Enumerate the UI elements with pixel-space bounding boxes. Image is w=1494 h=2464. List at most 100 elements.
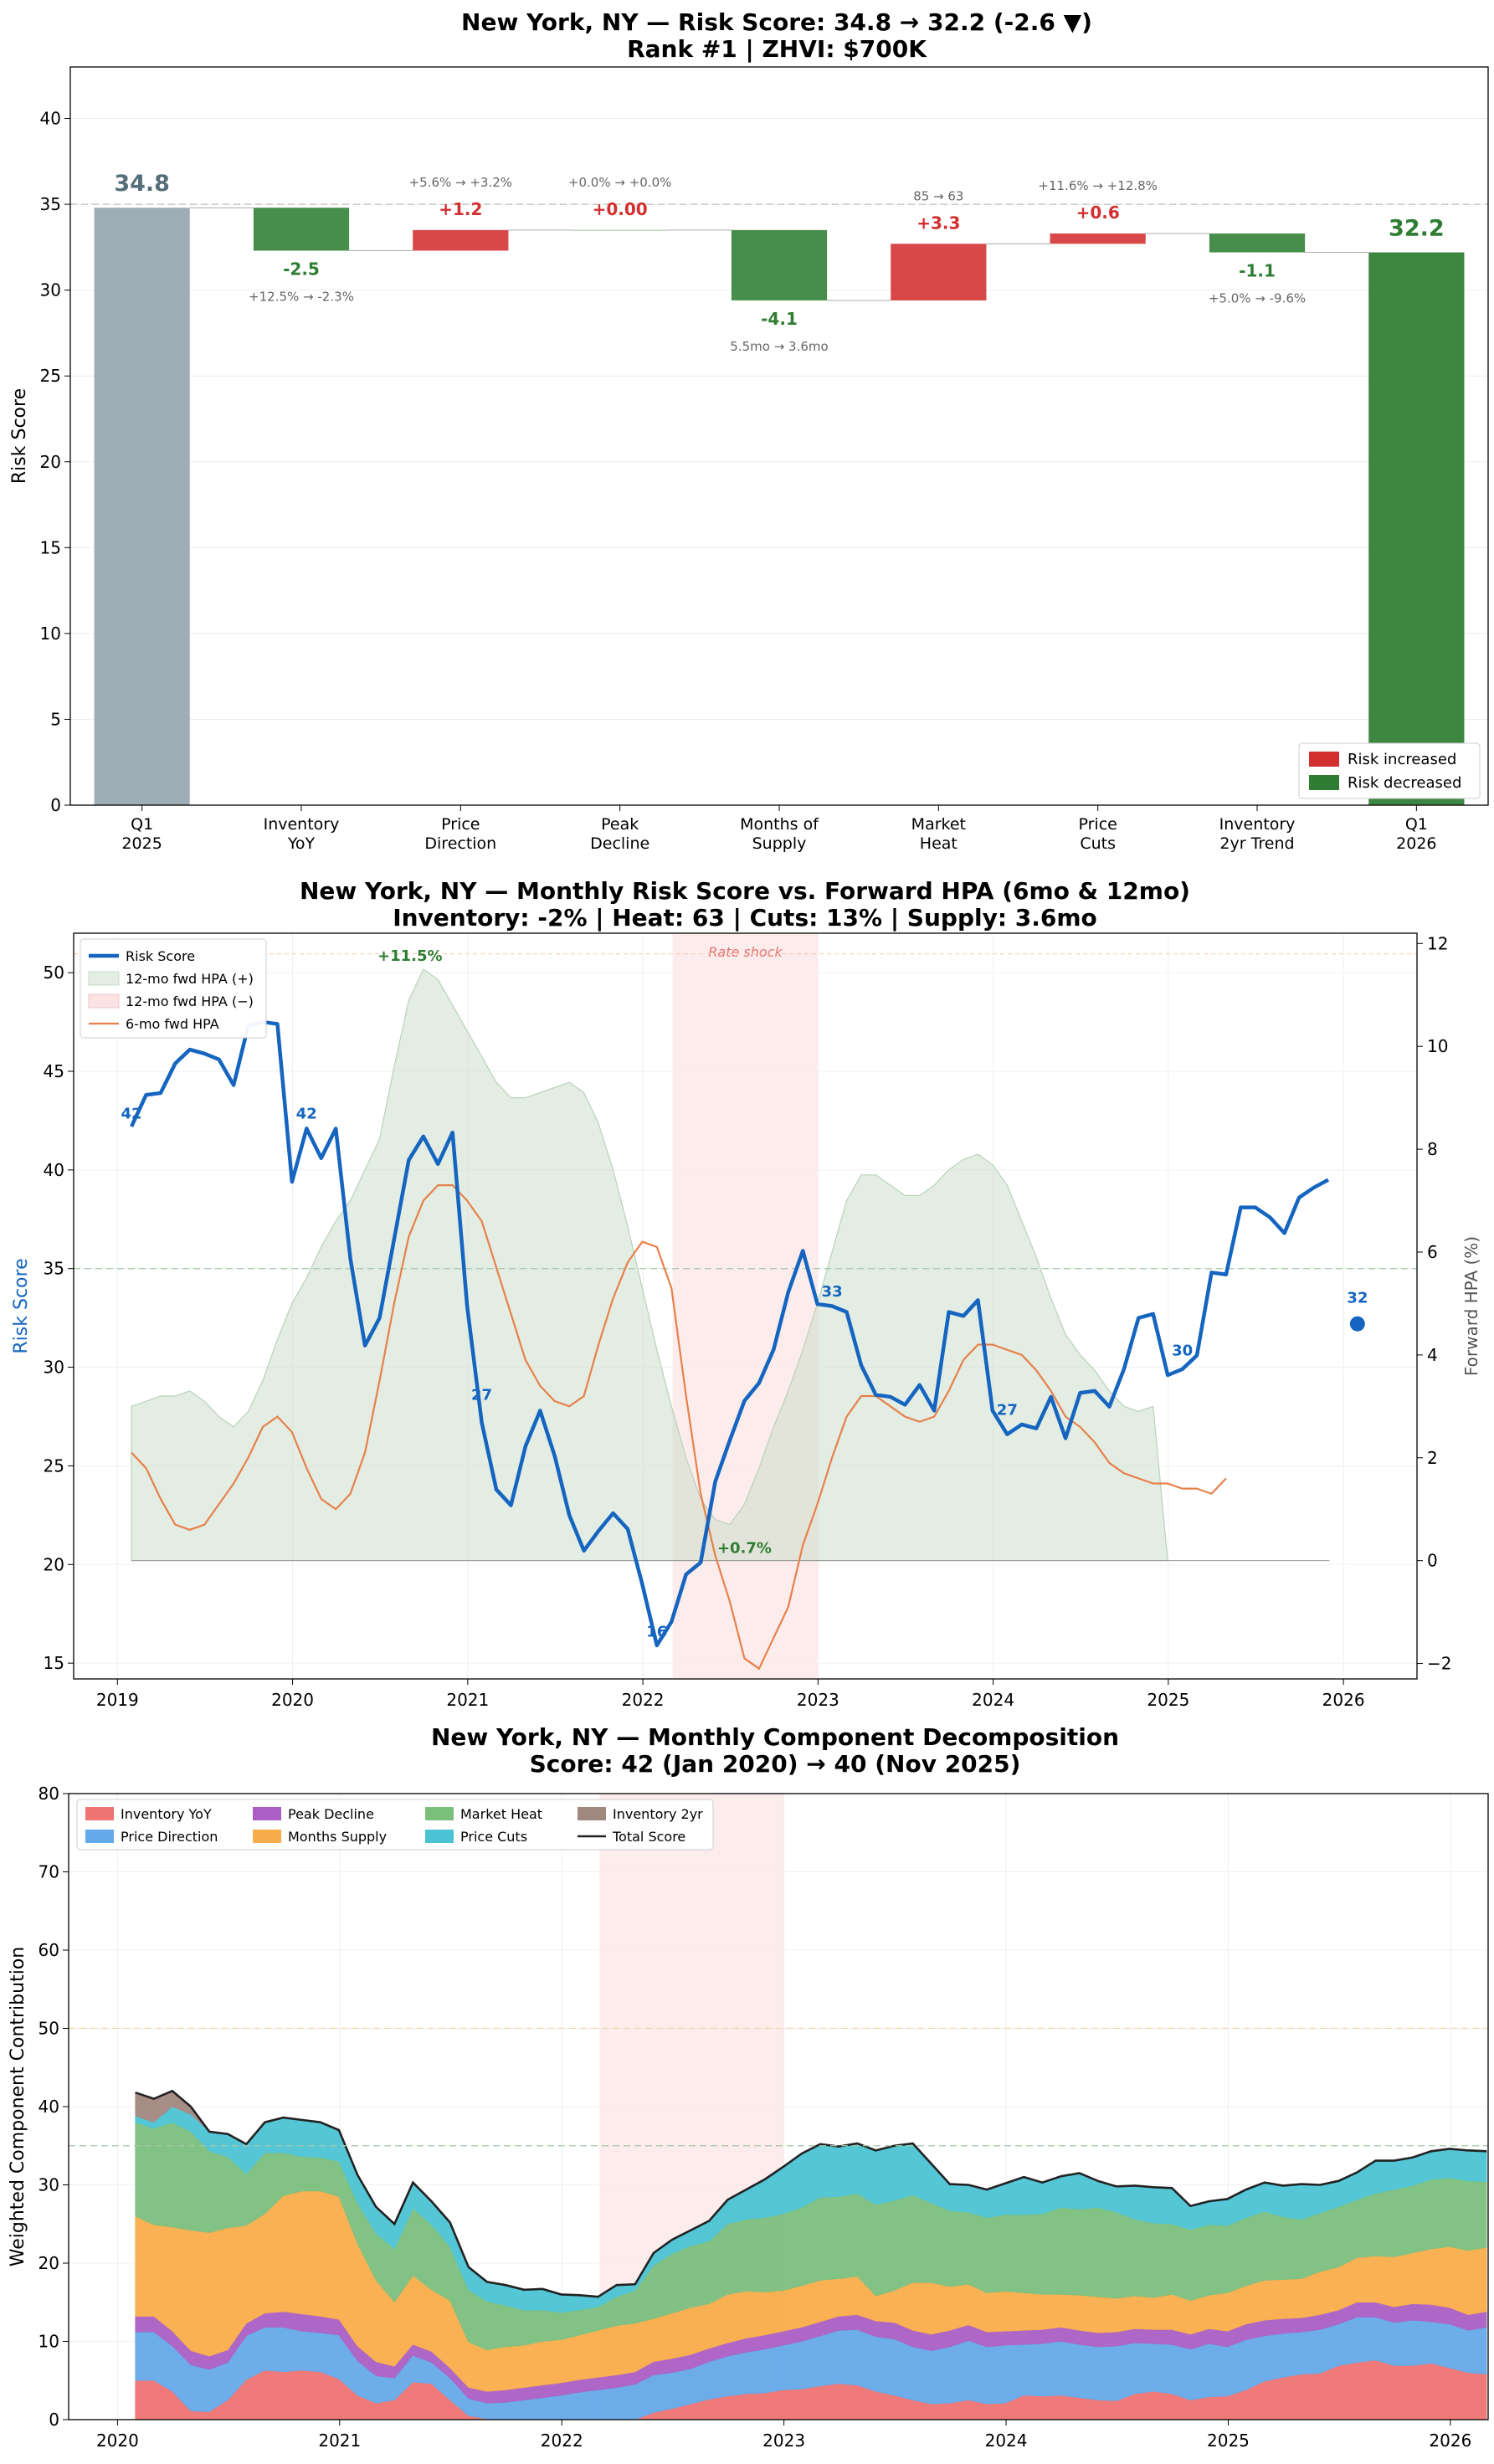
bar-end-label: 32.2: [1389, 216, 1445, 242]
chart-title-line2: Inventory: -2% | Heat: 63 | Cuts: 13% | …: [393, 904, 1097, 932]
y-tick-label: 15: [44, 1653, 64, 1673]
x-tick-label: Price: [1078, 815, 1117, 834]
annotation-label: 42: [296, 1106, 317, 1123]
y-tick-label: 40: [44, 1160, 64, 1180]
bar-start-label: 34.8: [114, 171, 170, 197]
y-tick-label: 30: [44, 1358, 64, 1378]
legend-swatch: [1309, 775, 1339, 790]
legend-label: Inventory 2yr: [613, 1806, 703, 1822]
bar-step-note: +12.5% → -2.3%: [249, 289, 354, 304]
x-tick-label: 2025: [1207, 2431, 1250, 2451]
legend-label: Price Direction: [121, 1829, 218, 1845]
x-tick-label: Peak: [601, 815, 639, 834]
x-tick-label: Inventory: [264, 815, 340, 834]
annotation-label: 27: [997, 1401, 1018, 1419]
bar-step-note: +5.6% → +3.2%: [409, 175, 512, 190]
axes-frame: [73, 932, 1418, 1680]
bar-step: [891, 244, 987, 300]
y-tick-label: 20: [44, 1554, 64, 1574]
bar-step-label: +1.2: [439, 199, 482, 219]
bar-step-note: +5.0% → -9.6%: [1209, 291, 1306, 306]
legend-swatch: [85, 1830, 114, 1843]
x-tick-label: 2025: [1147, 1690, 1189, 1710]
legend-label: Price Cuts: [460, 1829, 527, 1845]
x-tick-label: Months of: [740, 815, 819, 834]
legend-label: 12-mo fwd HPA (+): [126, 971, 254, 987]
chart-title-line2: Score: 42 (Jan 2020) → 40 (Nov 2025): [530, 1750, 1021, 1778]
x-tick-label: Price: [441, 815, 480, 834]
y-tick-label: 0: [50, 795, 61, 815]
annotation-label: 42: [121, 1106, 142, 1123]
x-tick-label: Decline: [590, 834, 649, 853]
chart-title-line1: New York, NY — Monthly Risk Score vs. Fo…: [300, 877, 1190, 905]
hpa6-line: [131, 1183, 1227, 1671]
x-tick-label: Cuts: [1080, 834, 1116, 853]
legend-label: Total Score: [612, 1829, 685, 1845]
legend-label: Inventory YoY: [121, 1806, 212, 1822]
risk-score-line: [130, 1019, 1330, 1648]
y-tick-label: 80: [39, 1784, 59, 1804]
total-score-line: [135, 2089, 1487, 2298]
y2-tick-label: −2: [1427, 1654, 1451, 1674]
bar-step-note: +0.0% → +0.0%: [568, 175, 671, 190]
bar-start: [94, 208, 190, 806]
bar-step-label: +0.6: [1076, 203, 1120, 223]
y-axis-label: Risk Score: [11, 1258, 32, 1353]
legend-swatch: [253, 1807, 281, 1820]
legend-swatch: [578, 1807, 606, 1820]
y-tick-label: 5: [50, 709, 61, 729]
legend-label: Market Heat: [460, 1806, 542, 1822]
bar-step-label: +0.00: [593, 199, 648, 219]
bar-step-label: -4.1: [761, 309, 798, 329]
x-tick-label: 2024: [972, 1690, 1014, 1710]
legend-label: Risk Score: [126, 948, 195, 964]
y-tick-label: 25: [40, 366, 61, 386]
legend-swatch: [88, 971, 120, 986]
legend-swatch: [253, 1830, 281, 1843]
legend-swatch: [425, 1807, 454, 1820]
legend-box: [1298, 742, 1481, 799]
axes-frame: [69, 66, 1489, 806]
x-tick-label: 2024: [985, 2431, 1028, 2451]
bar-step: [1209, 233, 1306, 253]
bar-step: [731, 229, 828, 300]
y2-tick-label: 6: [1427, 1242, 1438, 1262]
y-tick-label: 40: [39, 2097, 59, 2117]
y-tick-label: 50: [44, 963, 64, 983]
bar-step-note: 5.5mo → 3.6mo: [730, 339, 828, 354]
shade-label: Rate shock: [708, 944, 783, 960]
bar-step-label: -1.1: [1239, 261, 1276, 281]
x-tick-label: 2023: [797, 1690, 839, 1710]
chart-title-line1: New York, NY — Risk Score: 34.8 → 32.2 (…: [461, 8, 1092, 36]
bar-step: [253, 208, 350, 251]
y-tick-label: 15: [40, 537, 61, 557]
y-tick-label: 30: [40, 280, 61, 300]
y2-tick-label: 8: [1427, 1139, 1438, 1159]
x-tick-label: 2025: [121, 834, 162, 853]
bar-step: [413, 229, 509, 251]
x-tick-label: 2019: [96, 1690, 139, 1710]
y-tick-label: 45: [44, 1061, 64, 1081]
x-tick-label: 2020: [96, 2431, 139, 2451]
risk-endpoint-marker: [1349, 1316, 1365, 1332]
y2-tick-label: 0: [1427, 1551, 1438, 1571]
x-tick-label: Q1: [131, 815, 153, 834]
y2-axis-label: Forward HPA (%): [1461, 1236, 1481, 1376]
waterfall-chart: New York, NY — Risk Score: 34.8 → 32.2 (…: [9, 8, 1489, 853]
bar-step-label: -2.5: [283, 259, 320, 279]
hpa12-area: [131, 968, 1168, 1562]
y-tick-label: 20: [39, 2253, 59, 2273]
legend-swatch: [88, 993, 120, 1009]
bar-step: [1050, 233, 1146, 244]
annotation-label: 27: [471, 1386, 492, 1404]
x-tick-label: 2021: [318, 2431, 361, 2451]
y-tick-label: 35: [44, 1259, 64, 1279]
y-tick-label: 10: [39, 2332, 59, 2352]
annotation-label: +0.7%: [717, 1540, 772, 1558]
legend-label: Months Supply: [288, 1829, 387, 1845]
chart-title-line1: New York, NY — Monthly Component Decompo…: [431, 1723, 1119, 1751]
legend-label: 12-mo fwd HPA (−): [126, 993, 254, 1009]
legend-swatch: [1309, 752, 1339, 767]
x-tick-label: Supply: [752, 834, 807, 853]
